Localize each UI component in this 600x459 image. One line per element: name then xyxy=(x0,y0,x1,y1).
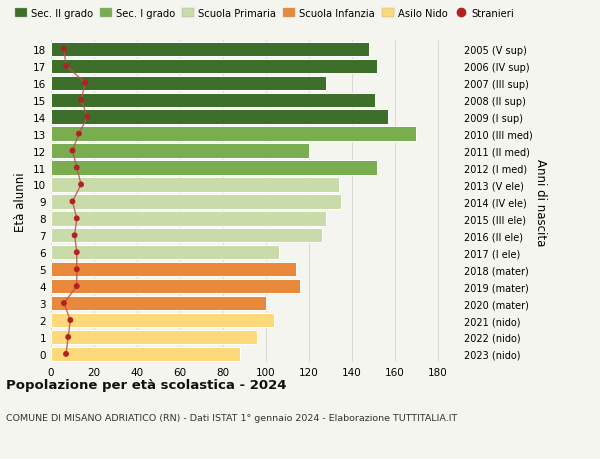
Bar xyxy=(51,229,322,243)
Y-axis label: Età alunni: Età alunni xyxy=(14,172,28,232)
Bar xyxy=(51,110,388,124)
Point xyxy=(72,266,82,273)
Bar xyxy=(51,347,240,361)
Bar xyxy=(51,93,375,108)
Point xyxy=(59,300,68,307)
Point xyxy=(72,215,82,223)
Bar xyxy=(51,127,416,141)
Bar xyxy=(51,212,326,226)
Bar xyxy=(51,60,377,74)
Point xyxy=(72,249,82,257)
Bar xyxy=(51,296,266,311)
Bar xyxy=(51,330,257,344)
Bar xyxy=(51,178,339,192)
Bar xyxy=(51,280,300,294)
Point xyxy=(76,181,86,189)
Legend: Sec. II grado, Sec. I grado, Scuola Primaria, Scuola Infanzia, Asilo Nido, Stran: Sec. II grado, Sec. I grado, Scuola Prim… xyxy=(11,5,518,23)
Point xyxy=(72,164,82,172)
Point xyxy=(83,114,92,121)
Point xyxy=(80,80,90,87)
Point xyxy=(72,283,82,290)
Bar xyxy=(51,76,326,91)
Bar xyxy=(51,313,274,328)
Point xyxy=(68,147,77,155)
Text: COMUNE DI MISANO ADRIATICO (RN) - Dati ISTAT 1° gennaio 2024 - Elaborazione TUTT: COMUNE DI MISANO ADRIATICO (RN) - Dati I… xyxy=(6,413,457,422)
Point xyxy=(59,46,68,53)
Point xyxy=(68,198,77,206)
Point xyxy=(61,63,71,70)
Point xyxy=(74,131,84,138)
Bar xyxy=(51,43,369,57)
Point xyxy=(70,232,79,240)
Point xyxy=(76,97,86,104)
Bar xyxy=(51,144,308,158)
Bar xyxy=(51,246,278,260)
Bar xyxy=(51,161,377,175)
Bar xyxy=(51,263,296,277)
Point xyxy=(61,351,71,358)
Point xyxy=(64,334,73,341)
Point xyxy=(65,317,75,324)
Text: Popolazione per età scolastica - 2024: Popolazione per età scolastica - 2024 xyxy=(6,379,287,392)
Bar xyxy=(51,195,341,209)
Y-axis label: Anni di nascita: Anni di nascita xyxy=(533,158,547,246)
